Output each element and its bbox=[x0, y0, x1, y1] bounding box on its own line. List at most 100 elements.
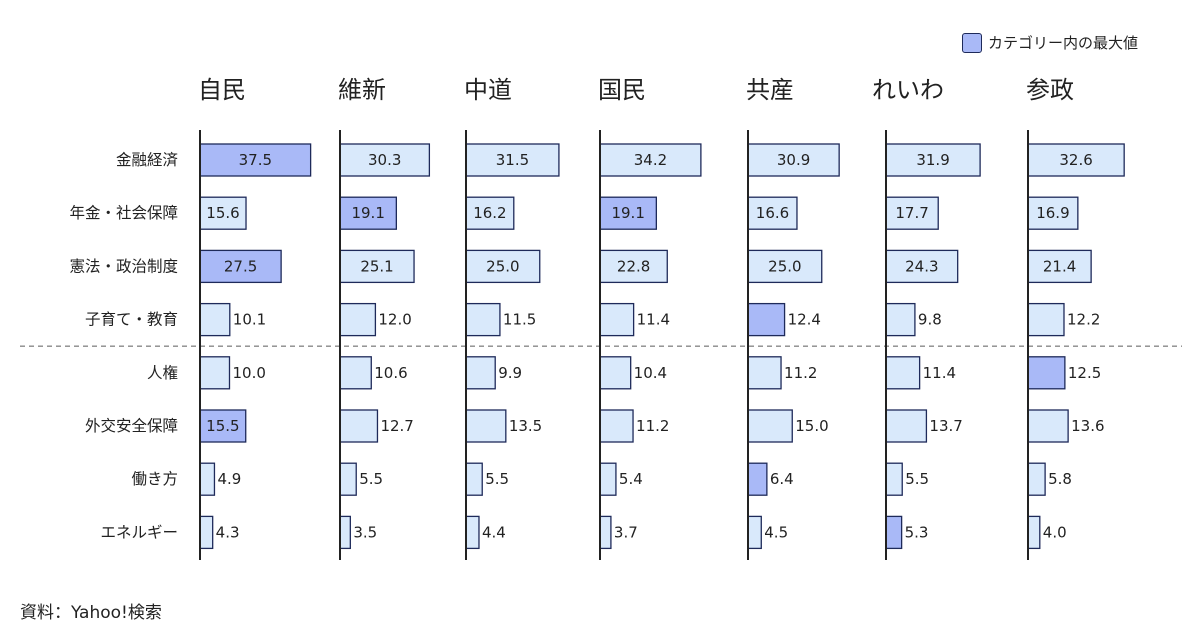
bar bbox=[747, 462, 768, 496]
bar bbox=[1027, 302, 1065, 337]
party-label: 国民 bbox=[598, 76, 646, 104]
bar-value-label: 31.9 bbox=[916, 151, 949, 169]
bar bbox=[199, 356, 231, 390]
bar-value-label: 5.5 bbox=[485, 470, 509, 488]
bar-value-label: 5.3 bbox=[905, 523, 929, 541]
bar-value-label: 34.2 bbox=[634, 151, 667, 169]
bar bbox=[199, 462, 216, 496]
bar-value-label: 5.5 bbox=[359, 470, 383, 488]
bar bbox=[885, 196, 939, 230]
bar bbox=[199, 302, 231, 337]
bar-value-label: 6.4 bbox=[770, 470, 794, 488]
party-label: 共産 bbox=[746, 76, 794, 104]
bar-value-label: 11.2 bbox=[636, 417, 669, 435]
bar-value-label: 11.2 bbox=[784, 364, 817, 382]
legend: カテゴリー内の最大値 bbox=[962, 32, 1138, 53]
bar-value-label: 13.6 bbox=[1071, 417, 1104, 435]
bar bbox=[885, 302, 916, 337]
bar bbox=[599, 515, 612, 550]
bar-value-label: 3.7 bbox=[614, 523, 638, 541]
legend-label: カテゴリー内の最大値 bbox=[988, 34, 1139, 52]
bar bbox=[885, 143, 981, 177]
bar bbox=[599, 462, 617, 496]
bar-value-label: 27.5 bbox=[224, 257, 257, 275]
bar bbox=[1027, 249, 1092, 284]
bar bbox=[599, 356, 632, 390]
bar-value-label: 11.4 bbox=[637, 311, 670, 329]
bar bbox=[1027, 196, 1079, 230]
bar-value-label: 4.4 bbox=[482, 523, 506, 541]
bar-value-label: 16.2 bbox=[473, 204, 506, 222]
bar bbox=[199, 249, 282, 284]
bar-value-label: 25.0 bbox=[768, 257, 801, 275]
bar-value-label: 16.6 bbox=[756, 204, 789, 222]
category-label: エネルギー bbox=[100, 523, 178, 541]
category-label: 憲法・政治制度 bbox=[69, 256, 178, 275]
bar-value-label: 37.5 bbox=[239, 151, 272, 169]
bar-value-label: 11.4 bbox=[923, 364, 956, 382]
bar-value-label: 25.1 bbox=[360, 257, 393, 275]
bar-value-label: 4.3 bbox=[216, 523, 240, 541]
bar-value-label: 5.4 bbox=[619, 470, 643, 488]
bar-value-label: 13.7 bbox=[929, 417, 962, 435]
bar-value-label: 19.1 bbox=[351, 204, 384, 222]
bar-value-label: 24.3 bbox=[905, 257, 938, 275]
bar bbox=[885, 409, 928, 443]
category-label: 人権 bbox=[147, 364, 178, 382]
bar bbox=[199, 143, 312, 177]
bar-value-label: 30.3 bbox=[368, 151, 401, 169]
bar bbox=[1027, 462, 1046, 496]
bar bbox=[1027, 515, 1041, 550]
category-label: 子育て・教育 bbox=[85, 311, 178, 329]
bar bbox=[1027, 143, 1125, 177]
bar bbox=[885, 249, 959, 284]
bar-value-label: 31.5 bbox=[496, 151, 529, 169]
bar bbox=[339, 143, 431, 177]
bar-value-label: 5.8 bbox=[1048, 470, 1072, 488]
bar-value-label: 22.8 bbox=[617, 257, 650, 275]
bar bbox=[465, 462, 483, 496]
bar bbox=[599, 409, 634, 443]
bar-value-label: 4.9 bbox=[217, 470, 241, 488]
party-label: れいわ bbox=[872, 76, 944, 104]
bar-value-label: 10.6 bbox=[374, 364, 407, 382]
bar-value-label: 12.2 bbox=[1067, 311, 1100, 329]
bar-value-label: 9.9 bbox=[498, 364, 522, 382]
bar-value-label: 32.6 bbox=[1059, 151, 1092, 169]
bar bbox=[1027, 409, 1069, 443]
category-label: 働き方 bbox=[131, 470, 178, 488]
bar bbox=[199, 515, 214, 550]
bar-value-label: 9.8 bbox=[918, 311, 942, 329]
bar bbox=[599, 143, 702, 177]
bar bbox=[747, 356, 782, 390]
party-label: 参政 bbox=[1026, 76, 1074, 104]
bar bbox=[339, 249, 415, 284]
bar-value-label: 3.5 bbox=[353, 523, 377, 541]
bar bbox=[885, 356, 921, 390]
bar-value-label: 21.4 bbox=[1043, 257, 1076, 275]
bar-value-label: 15.0 bbox=[795, 417, 828, 435]
bar-value-label: 30.9 bbox=[777, 151, 810, 169]
bar-value-label: 15.5 bbox=[206, 417, 239, 435]
bar bbox=[747, 196, 798, 230]
bar bbox=[339, 356, 372, 390]
bar-value-label: 15.6 bbox=[206, 204, 239, 222]
bar-value-label: 16.9 bbox=[1036, 204, 1069, 222]
bar bbox=[465, 356, 496, 390]
bar bbox=[339, 462, 357, 496]
bar-value-label: 4.5 bbox=[764, 523, 788, 541]
bar bbox=[339, 409, 379, 443]
source-note: 資料：Yahoo!検索 bbox=[20, 603, 162, 623]
party-label: 維新 bbox=[338, 76, 386, 104]
bar bbox=[885, 515, 903, 550]
bar bbox=[599, 196, 657, 230]
category-label: 外交安全保障 bbox=[85, 417, 178, 435]
bar bbox=[1027, 356, 1066, 390]
bar bbox=[339, 302, 377, 337]
bar-value-label: 5.5 bbox=[905, 470, 929, 488]
bar-value-label: 11.5 bbox=[503, 311, 536, 329]
bar-value-label: 25.0 bbox=[486, 257, 519, 275]
party-label: 自民 bbox=[198, 76, 246, 104]
category-label: 金融経済 bbox=[116, 151, 178, 169]
